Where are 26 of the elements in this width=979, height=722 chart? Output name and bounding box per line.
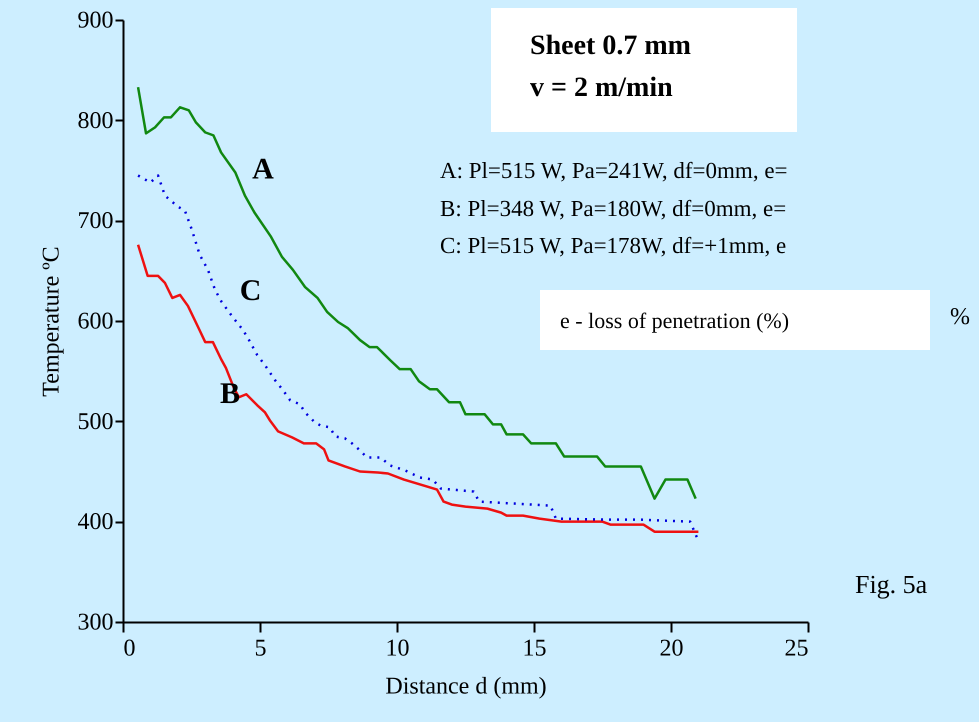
x-tick-label: 20: [660, 636, 684, 662]
y-tick-label: 900: [78, 8, 114, 34]
y-tick-label: 800: [78, 108, 114, 134]
annotation: e - loss of penetration (%): [560, 308, 790, 334]
x-axis-title: Distance d (mm): [385, 674, 547, 700]
y-tick-label: 300: [78, 610, 114, 636]
y-tick-label: 400: [78, 509, 114, 536]
y-tick-label: 700: [78, 208, 114, 234]
y-tick-label: 600: [78, 308, 114, 334]
annotation: C: Pl=515 W, Pa=178W, df=+1mm, e: [440, 233, 786, 259]
x-tick-label: 10: [386, 636, 410, 662]
x-tick-label: 15: [522, 636, 546, 662]
annotation: A: Pl=515 W, Pa=241W, df=0mm, e=: [440, 158, 788, 184]
y-axis-title: Temperature ºC: [38, 246, 64, 397]
x-tick-label: 0: [124, 636, 136, 662]
series-label: A: [252, 152, 274, 186]
series-label: B: [220, 377, 240, 410]
y-tick-label: 500: [78, 408, 114, 435]
caption: Fig. 5a: [855, 570, 928, 600]
series-label: C: [240, 274, 262, 307]
annotation: v = 2 m/min: [530, 72, 673, 104]
x-tick-label: 5: [254, 636, 266, 662]
annotation: B: Pl=348 W, Pa=180W, df=0mm, e=: [440, 196, 786, 222]
annotation: Sheet 0.7 mm: [530, 30, 691, 62]
text: %: [950, 304, 970, 331]
x-tick-label: 25: [784, 636, 808, 662]
